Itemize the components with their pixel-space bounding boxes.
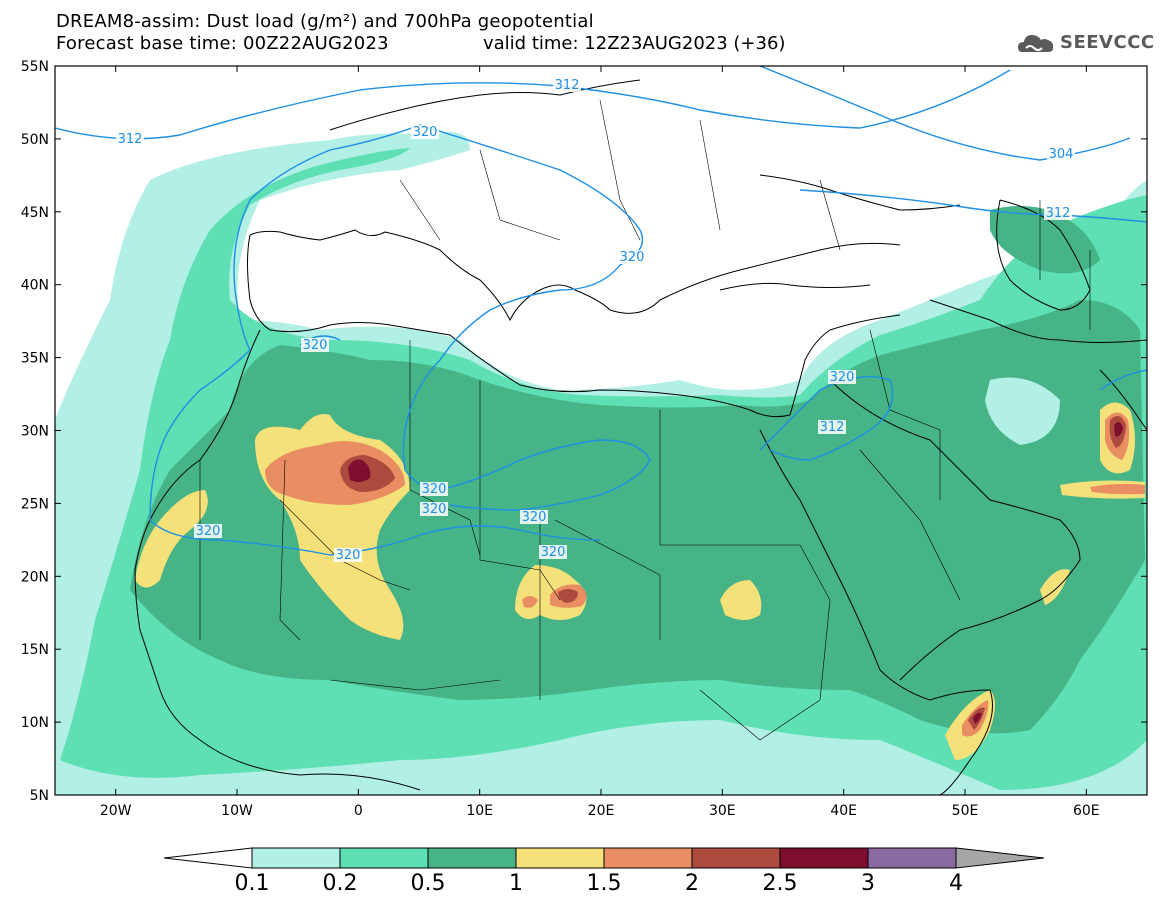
contour-label-bg (618, 250, 646, 264)
colorbar (163, 847, 1045, 869)
lat-label: 5N (30, 788, 49, 804)
contour-label-bg (520, 510, 548, 524)
contour-label-bg (1047, 147, 1075, 161)
lat-label: 25N (21, 496, 49, 512)
geopotential-contours (55, 66, 1147, 556)
contour-label-bg (818, 420, 846, 434)
dust-level-2.5-iran (1114, 422, 1123, 437)
colorbar-tick-label: 0.1 (234, 871, 270, 896)
colorbar-tick-label: 2 (685, 871, 699, 896)
colorbar-tick-label: 0.5 (410, 871, 446, 896)
contour-label: 312 (820, 420, 845, 435)
contour-label: 304 (1049, 147, 1074, 162)
contour-label: 320 (422, 502, 447, 517)
lat-label: 20N (21, 569, 49, 585)
lat-label: 45N (21, 205, 49, 221)
country-borders (199, 99, 1091, 741)
lon-label: 40E (830, 803, 857, 819)
lon-label: 10W (221, 803, 253, 819)
colorbar-high-arrow (955, 847, 1045, 869)
colorbar-tick-label: 3 (861, 871, 875, 896)
contour-label-bg (420, 502, 448, 516)
dust-level-2.5-somalia (973, 712, 982, 724)
contour-label-bg (420, 482, 448, 496)
lon-label: 10E (466, 803, 493, 819)
contour-label-bg (334, 548, 362, 562)
contour-label-bg (411, 125, 439, 139)
contour-label: 320 (196, 524, 221, 539)
colorbar-segment (603, 847, 693, 869)
contour-label: 312 (555, 78, 580, 93)
contour-label-bg (828, 370, 856, 384)
dust-level-1-mauritania (135, 490, 208, 588)
lat-label: 35N (21, 351, 49, 367)
contour-label-bg (539, 545, 567, 559)
lon-label: 30E (709, 803, 736, 819)
contour-label: 320 (522, 510, 547, 525)
contour-label: 320 (541, 545, 566, 560)
contour-label: 320 (830, 370, 855, 385)
contour-labels: 312 312 304 312 320 320 320 320 320 320 320 320 320 3… (116, 78, 1075, 563)
contour-label: 320 (336, 548, 361, 563)
contour-label: 320 (422, 482, 447, 497)
contour-label: 320 (620, 250, 645, 265)
lat-label: 10N (21, 715, 49, 731)
lat-label: 50N (21, 132, 49, 148)
contour-label: 320 (303, 338, 328, 353)
colorbar-segment (251, 847, 341, 869)
contour-label-bg (116, 132, 144, 146)
lon-label: 60E (1073, 803, 1100, 819)
colorbar-segment (515, 847, 605, 869)
map-title: DREAM8-assim: Dust load (g/m²) and 700hP… (56, 11, 594, 32)
colorbar-segment (779, 847, 869, 869)
contour-label-bg (194, 524, 222, 538)
lat-label: 40N (21, 278, 49, 294)
colorbar-segment (339, 847, 429, 869)
dust-level-2.5-sahara (348, 459, 371, 483)
colorbar-tick-label: 0.2 (322, 871, 358, 896)
colorbar-segment (867, 847, 957, 869)
valid-time: valid time: 12Z23AUG2023 (+36) (483, 33, 786, 54)
contour-label-bg (1044, 206, 1072, 220)
contour-label-bg (553, 78, 581, 92)
colorbar-low-arrow (163, 847, 253, 869)
contour-label: 312 (1046, 206, 1071, 221)
dust-level-0.5-caspian (990, 206, 1100, 274)
colorbar-tick-label: 2.5 (762, 871, 798, 896)
dust-level-1.5-gulf (1090, 483, 1145, 495)
lat-label: 15N (21, 642, 49, 658)
dust-level-2-chad (558, 589, 578, 603)
lon-label: 20W (100, 803, 132, 819)
colorbar-segment (427, 847, 517, 869)
dust-level-1.5-chad2 (522, 596, 538, 608)
dust-level-1-sudan (720, 580, 762, 620)
lon-label: 50E (952, 803, 979, 819)
lon-label: 0 (354, 803, 363, 819)
colorbar-tick-label: 1 (509, 871, 523, 896)
longitude-axis: 20W 10W 0 10E 20E 30E 40E 50E 60E (100, 66, 1100, 819)
contour-label-bg (301, 338, 329, 352)
lat-label: 55N (21, 59, 49, 75)
lon-label: 20E (588, 803, 615, 819)
lat-label: 30N (21, 424, 49, 440)
dust-fields (55, 66, 1147, 795)
contour-label: 312 (118, 132, 143, 147)
forecast-base-time: Forecast base time: 00Z22AUG2023 (56, 33, 389, 54)
colorbar-segment (691, 847, 781, 869)
dust-level-0.1-arabia-gap (985, 377, 1060, 445)
contour-label: 320 (413, 125, 438, 140)
cloud-logo-icon (1018, 35, 1054, 52)
latitude-axis: 55N 50N 45N 40N 35N 30N 25N 20N 15N 10N 5N (21, 59, 1147, 804)
logo-text: SEEVCCC (1060, 32, 1155, 53)
colorbar-tick-label: 4 (949, 871, 963, 896)
colorbar-tick-label: 1.5 (586, 871, 622, 896)
coastlines (134, 79, 1147, 795)
